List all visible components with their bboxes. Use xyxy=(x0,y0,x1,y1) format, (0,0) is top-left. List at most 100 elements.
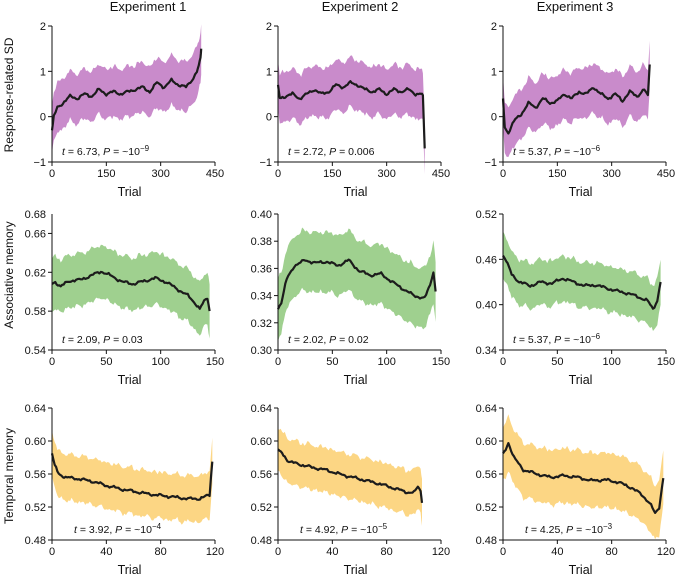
column-title-experiment-3: Experiment 3 xyxy=(537,0,614,14)
y-tick-label: 0.60 xyxy=(251,436,272,448)
x-tick-label: 0 xyxy=(49,168,55,180)
x-tick-label: 80 xyxy=(606,546,618,558)
x-tick-label: 50 xyxy=(100,356,112,368)
mean-line-p22 xyxy=(502,442,665,514)
y-tick-label: 2 xyxy=(40,21,46,33)
x-tick-label: 100 xyxy=(377,356,395,368)
x-tick-label: 0 xyxy=(500,356,506,368)
y-tick-label: −1 xyxy=(259,157,272,169)
y-tick-label: 0.62 xyxy=(25,267,46,279)
y-tick-label: 0.36 xyxy=(251,263,272,275)
x-tick-label: 300 xyxy=(602,168,620,180)
sd-band-p20 xyxy=(52,430,213,525)
stat-annotation-p02: t = 5.37, P = ~10−6 xyxy=(513,144,601,158)
y-tick-label: 0.30 xyxy=(251,345,272,357)
mean-line-p21 xyxy=(277,448,424,504)
stat-annotation-p12: t = 5.37, P = ~10−6 xyxy=(513,332,601,346)
x-tick-label: 300 xyxy=(377,168,395,180)
y-tick-label: 0.38 xyxy=(251,236,272,248)
x-tick-label: 40 xyxy=(326,546,338,558)
y-tick-label: 0.52 xyxy=(476,209,497,221)
x-axis-label-p11: Trial xyxy=(344,373,368,387)
y-tick-label: 0 xyxy=(491,112,497,124)
panel-p10: 0.54 0.58 0.62 0.66 0.68 0 50 100 150 Trial t = 2.… xyxy=(25,209,225,387)
x-tick-label: 450 xyxy=(206,168,224,180)
y-tick-label: 1 xyxy=(266,66,272,78)
x-tick-label: 150 xyxy=(97,168,115,180)
x-tick-label: 150 xyxy=(548,168,566,180)
mean-line-p20 xyxy=(50,453,214,501)
x-axis-label-p00: Trial xyxy=(118,185,142,199)
panel-p12: 0.34 0.40 0.46 0.52 0 50 100 150 Trial t = 5.37, … xyxy=(476,209,676,387)
y-tick-label: 0.64 xyxy=(251,403,272,415)
y-tick-label: 0 xyxy=(266,112,272,124)
sd-band-p00 xyxy=(52,24,202,156)
mean-line-p00 xyxy=(50,48,203,131)
y-tick-label: 0.34 xyxy=(476,345,497,357)
y-tick-label: 0.46 xyxy=(476,254,497,266)
y-tick-label: 0.60 xyxy=(25,436,46,448)
y-tick-label: 0.60 xyxy=(476,436,497,448)
y-tick-label: 0.52 xyxy=(25,502,46,514)
y-tick-label: 0.56 xyxy=(25,469,46,481)
stat-annotation-p11: t = 2.02, P = 0.02 xyxy=(288,334,369,346)
y-tick-label: 0.32 xyxy=(251,318,272,330)
y-tick-label: 0.52 xyxy=(476,502,497,514)
panel-p11: 0.30 0.32 0.34 0.36 0.38 0.40 0 50 100 150 Trial t … xyxy=(251,209,451,387)
y-tick-label: 0.48 xyxy=(251,535,272,547)
row-label-temporal-memory: Temporal memory xyxy=(2,428,16,524)
x-axis-label-p12: Trial xyxy=(569,373,593,387)
mean-line-p10 xyxy=(51,270,211,312)
y-tick-label: 0.40 xyxy=(251,209,272,221)
stat-annotation-p20: t = 3.92, P = ~10−4 xyxy=(74,522,162,536)
x-axis-label-p22: Trial xyxy=(569,563,593,574)
y-tick-label: 0.64 xyxy=(25,403,46,415)
sd-band-p01 xyxy=(278,55,425,175)
x-tick-label: 0 xyxy=(500,546,506,558)
x-tick-label: 0 xyxy=(500,168,506,180)
x-tick-label: 150 xyxy=(657,356,675,368)
stat-annotation-p22: t = 4.25, P = ~10−3 xyxy=(525,522,613,536)
stat-annotation-p21: t = 4.92, P = ~10−5 xyxy=(300,522,388,536)
x-tick-label: 120 xyxy=(432,546,450,558)
panel-p22: 0.48 0.52 0.56 0.60 0.64 0 40 80 120 Trial t = 4.2… xyxy=(476,403,676,574)
x-tick-label: 0 xyxy=(49,356,55,368)
sd-band-p12 xyxy=(503,231,661,331)
x-axis-label-p20: Trial xyxy=(118,563,142,574)
column-title-experiment-2: Experiment 2 xyxy=(322,0,399,14)
y-tick-label: 0.64 xyxy=(476,403,497,415)
x-tick-label: 150 xyxy=(432,356,450,368)
x-tick-label: 50 xyxy=(551,356,563,368)
mean-line-p02 xyxy=(501,64,651,135)
x-tick-label: 100 xyxy=(151,356,169,368)
stat-annotation-p10: t = 2.09, P = 0.03 xyxy=(62,334,143,346)
sd-band-p11 xyxy=(278,227,436,342)
y-tick-label: 0.48 xyxy=(25,535,46,547)
x-tick-label: 150 xyxy=(323,168,341,180)
y-tick-label: 1 xyxy=(491,66,497,78)
mean-line-p11 xyxy=(277,258,437,310)
y-tick-label: 0.52 xyxy=(251,502,272,514)
sd-band-p02 xyxy=(503,40,650,158)
row-label-associative-memory: Associative memory xyxy=(2,221,16,328)
y-tick-label: 0.40 xyxy=(476,300,497,312)
x-tick-label: 150 xyxy=(206,356,224,368)
x-tick-label: 0 xyxy=(275,168,281,180)
x-tick-label: 80 xyxy=(155,546,167,558)
y-tick-label: −1 xyxy=(33,157,46,169)
row-label-response-sd: Response-related SD xyxy=(2,37,16,152)
y-tick-label: −1 xyxy=(484,157,497,169)
x-tick-label: 300 xyxy=(151,168,169,180)
x-axis-label-p02: Trial xyxy=(569,185,593,199)
x-axis-label-p01: Trial xyxy=(344,185,368,199)
x-tick-label: 0 xyxy=(275,356,281,368)
y-tick-label: 1 xyxy=(40,66,46,78)
x-tick-label: 450 xyxy=(432,168,450,180)
x-tick-label: 450 xyxy=(657,168,675,180)
y-tick-label: 0.54 xyxy=(25,345,46,357)
y-tick-label: 0.58 xyxy=(25,306,46,318)
